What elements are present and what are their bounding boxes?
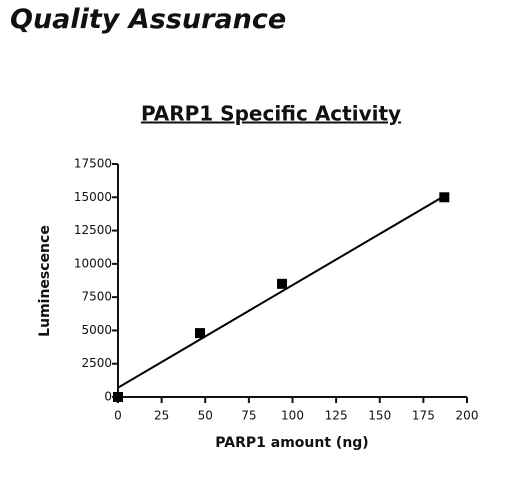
chart-title: PARP1 Specific Activity <box>141 102 401 126</box>
y-tick-label: 2500 <box>81 356 112 370</box>
x-axis-label: PARP1 amount (ng) <box>215 435 368 451</box>
x-tick-label: 175 <box>412 409 435 423</box>
x-tick-label: 0 <box>114 409 122 423</box>
x-tick-label: 100 <box>281 409 304 423</box>
y-tick-label: 17500 <box>74 157 112 171</box>
y-axis-label: Luminescence <box>37 225 53 337</box>
y-tick-label: 10000 <box>74 256 112 270</box>
y-tick-label: 0 <box>104 390 112 404</box>
trend-line <box>117 195 445 389</box>
x-tick-label: 150 <box>368 409 391 423</box>
x-tick-label: 25 <box>154 409 169 423</box>
page-title: Quality Assurance <box>10 4 287 35</box>
y-tick-label: 5000 <box>81 323 112 337</box>
y-tick-label: 15000 <box>74 190 112 204</box>
x-tick-label: 125 <box>325 409 348 423</box>
x-tick-label: 200 <box>456 409 479 423</box>
data-point <box>439 192 450 203</box>
data-point <box>277 278 288 289</box>
data-point <box>195 328 206 339</box>
y-tick-label: 7500 <box>81 290 112 304</box>
x-tick-label: 50 <box>198 409 213 423</box>
x-tick-label: 75 <box>241 409 256 423</box>
data-point <box>113 392 123 402</box>
y-tick-label: 12500 <box>74 223 112 237</box>
